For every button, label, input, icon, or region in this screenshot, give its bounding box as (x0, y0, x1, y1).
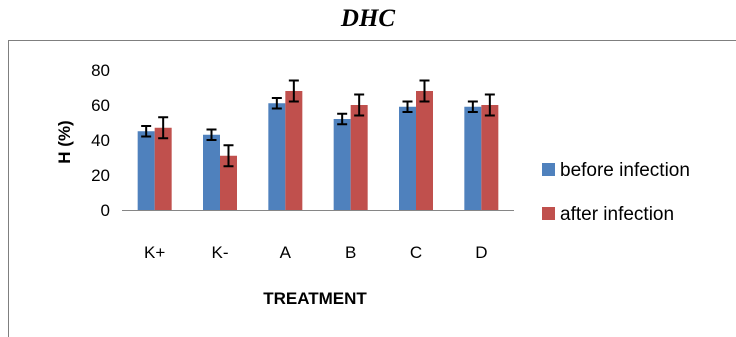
legend-label: before infection (560, 160, 690, 181)
chart-frame-top-border (8, 40, 736, 41)
x-tick-label: C (410, 243, 422, 262)
error-bars (141, 79, 495, 168)
bar (464, 106, 482, 210)
x-axis-ticks: K+ K- A B C D (144, 243, 487, 262)
legend-swatch (542, 207, 555, 220)
x-tick-label: K- (212, 243, 229, 262)
legend-label: after infection (560, 204, 674, 225)
x-tick-label: A (280, 243, 292, 262)
y-tick-label: 40 (91, 131, 110, 150)
x-tick-label: B (345, 243, 356, 262)
x-tick-label: K+ (144, 243, 165, 262)
y-tick-label: 20 (91, 166, 110, 185)
legend-swatch (542, 163, 555, 176)
x-tick-label: D (475, 243, 487, 262)
legend: before infection after infection (542, 160, 690, 225)
bar (154, 127, 172, 210)
bar (399, 106, 416, 210)
bar (350, 105, 368, 210)
chart-title: DHC (340, 5, 396, 32)
bar (285, 91, 303, 210)
bar (416, 91, 433, 210)
bars (137, 91, 499, 210)
bar (268, 103, 286, 210)
bar (481, 105, 499, 210)
chart-frame-left-border (8, 40, 9, 337)
bar (203, 134, 220, 210)
y-axis-title: H (%) (55, 120, 74, 163)
y-tick-label: 80 (91, 61, 110, 80)
y-tick-label: 60 (91, 96, 110, 115)
bar (220, 155, 237, 210)
y-tick-label: 0 (101, 201, 110, 220)
bar (333, 119, 351, 210)
y-axis-ticks: 0 20 40 60 80 (91, 61, 110, 220)
x-axis-title: TREATMENT (263, 289, 367, 308)
bar (137, 131, 155, 210)
